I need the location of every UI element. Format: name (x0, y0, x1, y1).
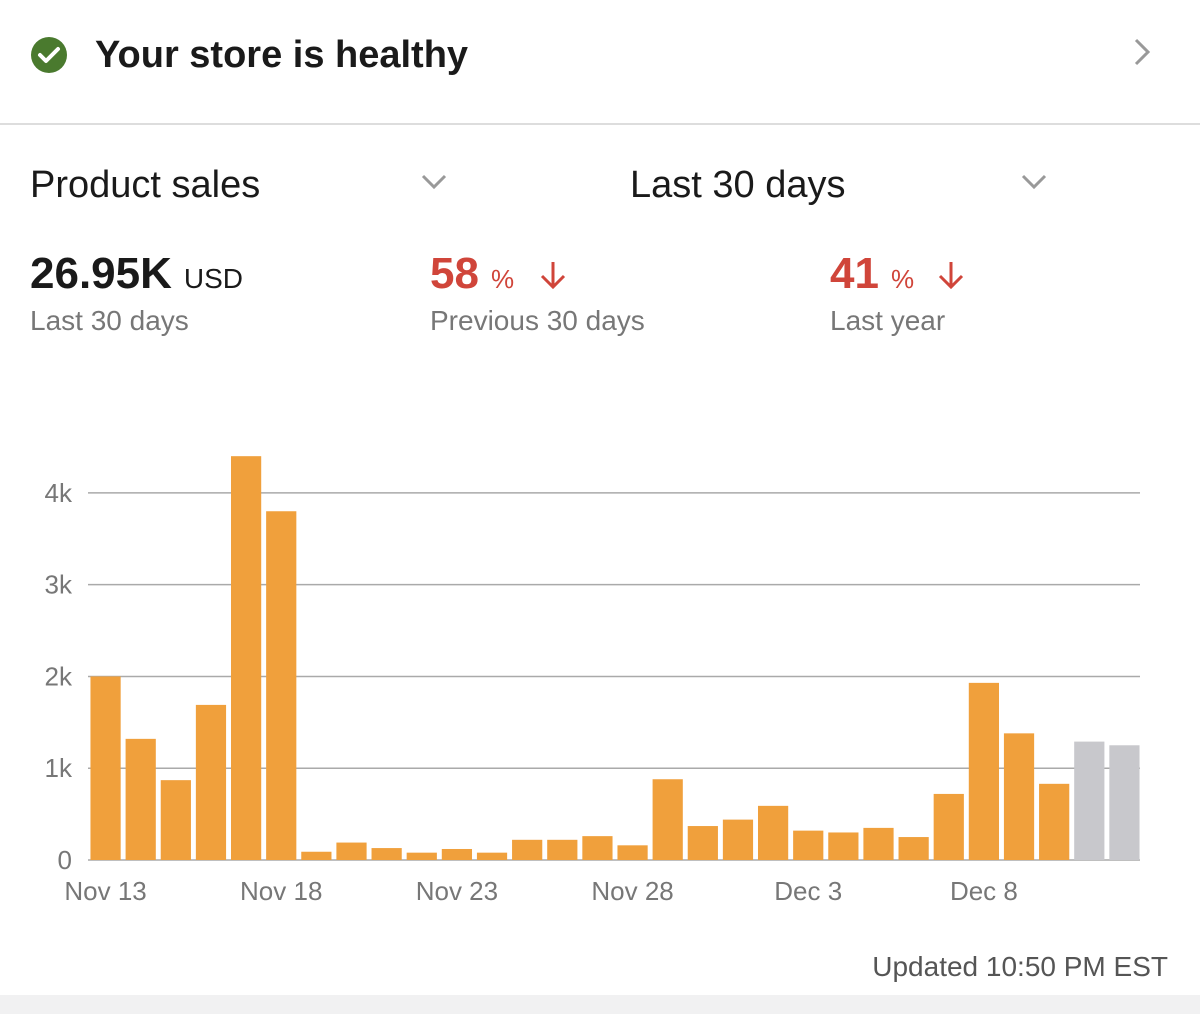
bar (757, 805, 789, 860)
x-tick-label: Dec 3 (774, 876, 842, 906)
bar (1003, 733, 1035, 860)
bar (863, 827, 894, 860)
period-dropdown[interactable]: Last 30 days (630, 164, 1047, 206)
total-label: Last 30 days (30, 305, 189, 336)
bar (968, 682, 1000, 860)
bar (933, 793, 964, 860)
change-unit: % (491, 264, 514, 294)
bar (582, 836, 613, 860)
check-mark (38, 47, 60, 63)
bar (406, 852, 437, 860)
total-value: 26.95K (30, 249, 172, 298)
bar (195, 704, 227, 860)
change-label: Previous 30 days (430, 305, 645, 336)
metric-select: Product sales (30, 164, 260, 206)
bar (125, 738, 156, 860)
bar (793, 830, 824, 860)
health-title: Your store is healthy (95, 34, 468, 76)
bar (687, 826, 718, 860)
chevron-right (1134, 38, 1151, 66)
bar (160, 780, 191, 860)
bar (90, 676, 121, 860)
y-tick-label: 1k (45, 753, 73, 783)
x-tick-label: Nov 13 (64, 876, 146, 906)
change-value: 58 (430, 249, 479, 298)
chevron-down (421, 174, 447, 190)
y-tick-label: 4k (45, 478, 73, 508)
bar (301, 851, 332, 860)
y-tick-label: 3k (45, 570, 73, 600)
x-tick-label: Dec 8 (950, 876, 1018, 906)
change-value: 41 (830, 249, 879, 298)
down-arrow (540, 262, 566, 290)
x-tick-label: Nov 28 (591, 876, 673, 906)
bar (898, 837, 929, 860)
change-label: Last year (830, 305, 945, 336)
bar (1039, 783, 1070, 860)
metric-change: 58% (430, 249, 514, 298)
bottom-strip (0, 995, 1200, 1014)
y-tick-label: 2k (45, 661, 73, 691)
total-unit: USD (184, 263, 243, 294)
metric-dropdown[interactable]: Product sales (30, 164, 447, 206)
bar (617, 845, 648, 860)
x-tick-label: Nov 18 (240, 876, 322, 906)
health-row[interactable]: Your store is healthy (31, 34, 1151, 76)
bar (371, 848, 402, 860)
bar (476, 852, 508, 860)
change-unit: % (891, 264, 914, 294)
bar (230, 456, 262, 860)
bar (652, 779, 683, 860)
bar (547, 839, 578, 860)
bar (828, 832, 859, 860)
bar (1074, 741, 1105, 860)
metric-total: 26.95K USD (30, 249, 243, 298)
x-tick-label: Nov 23 (416, 876, 498, 906)
bar (266, 511, 297, 860)
bar (512, 839, 543, 860)
down-arrow (938, 262, 964, 290)
y-tick-label: 0 (58, 845, 72, 875)
check-icon (31, 37, 67, 73)
chevron-down (1021, 174, 1047, 190)
updated-time: Updated 10:50 PM EST (872, 951, 1168, 982)
bar (441, 848, 473, 860)
bar (336, 842, 367, 860)
bar (1109, 745, 1140, 860)
metric-change: 41% (830, 249, 914, 298)
period-select: Last 30 days (630, 164, 845, 206)
bar (722, 819, 754, 860)
